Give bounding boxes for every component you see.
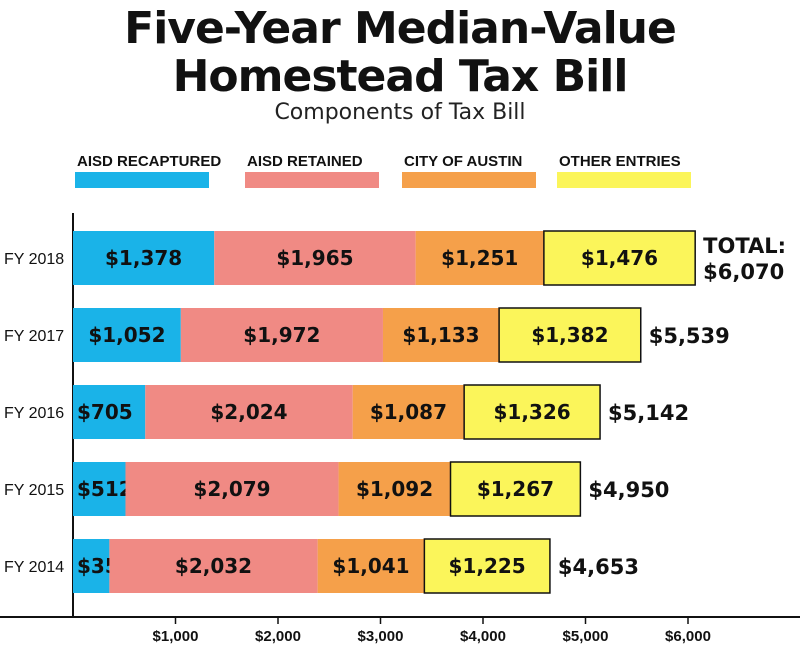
x-tick-label: $5,000 bbox=[563, 628, 609, 645]
data-label: $705 bbox=[77, 400, 133, 424]
bar-segment-aisd-recaptured bbox=[73, 385, 146, 439]
total-label: $5,142 bbox=[608, 401, 689, 425]
legend-label-city-of-austin: CITY OF AUSTIN bbox=[404, 153, 522, 170]
data-label: $1,972 bbox=[243, 323, 320, 347]
total-label: $5,539 bbox=[649, 324, 730, 348]
category-label-fy-2015: FY 2015 bbox=[4, 482, 64, 499]
bar-segment-other-entries bbox=[463, 384, 601, 440]
data-label: $1,087 bbox=[370, 400, 447, 424]
legend-swatch-aisd-recaptured bbox=[75, 172, 209, 188]
category-label-fy-2016: FY 2016 bbox=[4, 405, 64, 422]
data-label: $1,052 bbox=[88, 323, 165, 347]
chart-title-line-2: Homestead Tax Bill bbox=[172, 51, 629, 102]
bar-segment-aisd-retained bbox=[145, 385, 353, 439]
bar-segment-aisd-retained bbox=[125, 462, 339, 516]
data-label: $1,326 bbox=[494, 400, 571, 424]
data-label: $1,267 bbox=[477, 477, 554, 501]
x-tick-label: $4,000 bbox=[460, 628, 506, 645]
legend-label-aisd-recaptured: AISD RECAPTURED bbox=[77, 153, 221, 170]
bar-segment-city-of-austin bbox=[415, 231, 544, 285]
category-label-fy-2017: FY 2017 bbox=[4, 328, 64, 345]
data-label: $1,092 bbox=[356, 477, 433, 501]
total-label: $4,653 bbox=[558, 555, 639, 579]
category-label-fy-2014: FY 2014 bbox=[4, 559, 64, 576]
bar-segment-other-entries bbox=[498, 307, 642, 363]
bar-segment-city-of-austin bbox=[352, 385, 465, 439]
bar-segment-aisd-retained bbox=[214, 231, 416, 285]
bar-segment-aisd-recaptured bbox=[73, 539, 110, 593]
total-label: $4,950 bbox=[588, 478, 669, 502]
bar-segment-city-of-austin bbox=[382, 308, 500, 362]
bar-segment-other-entries bbox=[449, 461, 582, 517]
legend-swatch-aisd-retained bbox=[245, 172, 379, 188]
x-tick-label: $2,000 bbox=[255, 628, 301, 645]
x-tick-label: $6,000 bbox=[665, 628, 711, 645]
data-label: $2,032 bbox=[175, 554, 252, 578]
total-label: $6,070 bbox=[703, 260, 784, 284]
data-label: $1,133 bbox=[402, 323, 479, 347]
total-prefix-label: TOTAL: bbox=[703, 234, 786, 258]
legend-swatch-other-entries bbox=[557, 172, 691, 188]
legend-swatch-city-of-austin bbox=[402, 172, 536, 188]
data-label: $1,965 bbox=[276, 246, 353, 270]
bar-segment-aisd-recaptured bbox=[73, 308, 181, 362]
data-label: $1,378 bbox=[105, 246, 182, 270]
bar-segment-city-of-austin bbox=[317, 539, 425, 593]
chart-title-line-1: Five-Year Median-Value bbox=[124, 3, 677, 54]
x-tick-label: $1,000 bbox=[153, 628, 199, 645]
data-label: $1,041 bbox=[332, 554, 409, 578]
bar-segment-aisd-retained bbox=[109, 539, 318, 593]
bar-segment-aisd-retained bbox=[180, 308, 383, 362]
bar-segment-other-entries bbox=[543, 230, 696, 286]
category-label-fy-2018: FY 2018 bbox=[4, 251, 64, 268]
data-label: $512 bbox=[77, 477, 133, 501]
data-label: $1,225 bbox=[449, 554, 526, 578]
data-label: $1,382 bbox=[531, 323, 608, 347]
data-label: $2,024 bbox=[210, 400, 287, 424]
data-label: $1,476 bbox=[581, 246, 658, 270]
data-label: $2,079 bbox=[193, 477, 270, 501]
legend-label-aisd-retained: AISD RETAINED bbox=[247, 153, 363, 170]
x-tick-label: $3,000 bbox=[358, 628, 404, 645]
legend-label-other-entries: OTHER ENTRIES bbox=[559, 153, 681, 170]
bar-segment-aisd-recaptured bbox=[73, 231, 215, 285]
bar-segment-other-entries bbox=[423, 538, 551, 594]
data-label: $1,251 bbox=[441, 246, 518, 270]
chart-subtitle: Components of Tax Bill bbox=[274, 100, 526, 125]
bar-segment-city-of-austin bbox=[338, 462, 451, 516]
bar-segment-aisd-recaptured bbox=[73, 462, 126, 516]
